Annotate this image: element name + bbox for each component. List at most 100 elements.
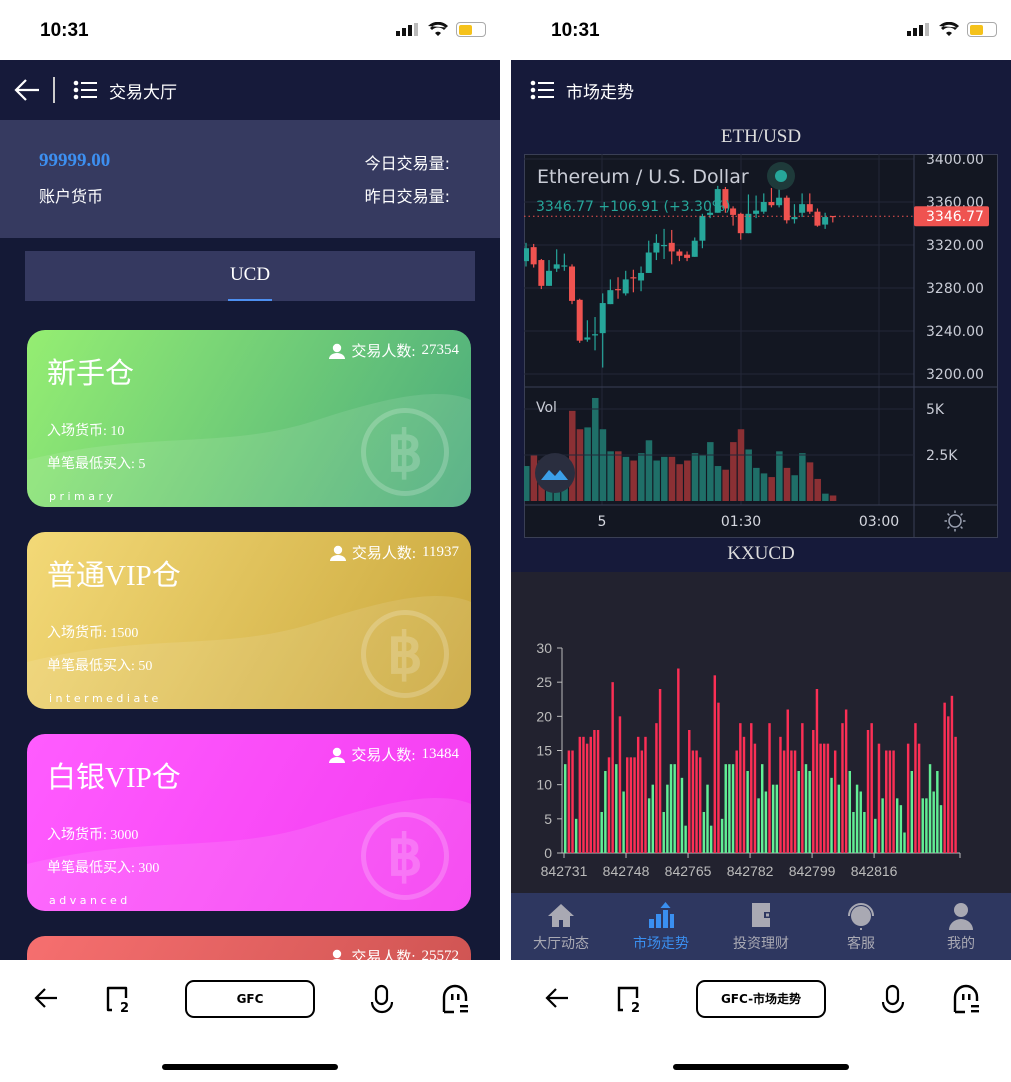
card-level: advanced (49, 894, 131, 907)
volume-bar (830, 777, 833, 853)
volume-bar (600, 812, 603, 853)
volume-bar (790, 750, 793, 853)
tab-headset[interactable]: 客服 (811, 893, 911, 960)
volume-bar (881, 798, 884, 853)
room-card[interactable]: 白银VIP仓 交易人数: 13484 入场货币: 3000 单笔最低买入: 300… (27, 734, 471, 911)
min-buy: 单笔最低买入: 300 (47, 861, 160, 876)
y-tick-label: 3280.00 (926, 281, 984, 297)
y-tick-label: 5 (544, 811, 552, 827)
candle-body (561, 265, 568, 267)
volume-bar (917, 743, 921, 853)
volume-bar (761, 764, 764, 853)
volume-bar (724, 764, 727, 853)
wave-decoration (27, 596, 471, 709)
back-icon[interactable] (33, 986, 59, 1010)
volume-bar (863, 812, 866, 853)
volume-bar (815, 689, 819, 853)
last-price-value: 3346.77 (926, 209, 984, 225)
volume-bar (750, 723, 753, 853)
volume-bar (714, 466, 722, 501)
x-tick-label: 842816 (851, 863, 898, 879)
address-pill[interactable]: GFC (185, 980, 315, 1018)
tab-home[interactable]: 大厅动态 (511, 893, 611, 960)
volume-bar (768, 723, 771, 853)
tab-wallet[interactable]: 投资理财 (711, 893, 811, 960)
volume-bar (735, 750, 738, 853)
tab-ucd[interactable]: UCD (25, 251, 475, 301)
y-tick-label: 0 (544, 845, 552, 861)
volume-bar (892, 750, 895, 853)
assistant-icon[interactable] (951, 984, 981, 1014)
card-title: 新手仓 (47, 358, 135, 390)
volume-bar (638, 453, 645, 501)
volume-bar (742, 736, 746, 853)
chart-logo-icon[interactable] (535, 453, 575, 493)
volume-bar (699, 455, 706, 501)
tabs-icon[interactable]: 2 (104, 984, 132, 1014)
assistant-icon[interactable] (440, 984, 470, 1014)
menu-list-icon[interactable] (73, 80, 97, 100)
user-icon (332, 949, 343, 960)
volume-bar (786, 709, 789, 853)
volume-bar (812, 730, 815, 853)
volume-bar (651, 784, 655, 853)
y-tick-label: 3400.00 (926, 154, 984, 168)
room-card[interactable]: 交易人数: 25572 (27, 936, 471, 960)
candle-body (806, 204, 813, 212)
bitcoin-icon: ฿ (361, 812, 449, 900)
svg-text:2: 2 (120, 1001, 129, 1014)
symbol-title: Ethereum / U.S. Dollar (537, 166, 749, 188)
volume-bar (841, 723, 844, 853)
candle-body (653, 242, 660, 253)
account-balance-label: 账户货币 (39, 187, 104, 206)
volume-bar (691, 750, 695, 853)
tab-bar-chart[interactable]: 市场走势 (611, 893, 711, 960)
back-arrow-icon[interactable] (13, 78, 41, 102)
volume-bar (914, 723, 917, 853)
candle-body (707, 212, 714, 215)
status-time: 10:31 (40, 20, 89, 41)
eth-candlestick-chart[interactable]: 3400.003360.003320.003280.003240.003200.… (524, 154, 998, 538)
room-card[interactable]: 普通VIP仓 交易人数: 11937 入场货币: 1500 单笔最低买入: 50 … (27, 532, 471, 709)
y-tick-label: 25 (536, 674, 552, 690)
volume-bar (899, 805, 903, 853)
microphone-icon[interactable] (370, 984, 394, 1014)
x-tick-label: 842765 (665, 863, 712, 879)
trader-count-value: 27354 (421, 342, 460, 358)
candle-body (553, 264, 560, 269)
x-tick-label: 842799 (789, 863, 836, 879)
volume-bar (717, 702, 720, 853)
candle-body (599, 303, 606, 334)
volume-bar (760, 473, 768, 501)
volume-bar (753, 743, 757, 853)
market-content: ETH/USD 3400.00 3360.00 3320.00 3280.00 3240… (511, 120, 1011, 960)
y-tick-label: 3200.00 (926, 367, 984, 383)
yesterday-volume-label: 昨日交易量: (364, 187, 450, 206)
right-screen: 10:31 市场走势 ETH/USD 3400.00 3360.00 3320.00… (511, 0, 1011, 1082)
room-card[interactable]: 新手仓 交易人数: 27354 入场货币: 10 单笔最低买入: 5 primar… (27, 330, 471, 507)
tabs-icon[interactable]: 2 (615, 984, 643, 1014)
volume-bar (582, 736, 585, 853)
volume-bar (636, 736, 640, 853)
y-tick-label: 3240.00 (926, 324, 984, 340)
volume-bar (728, 764, 731, 853)
settings-sun-icon[interactable] (944, 510, 966, 532)
volume-bar (852, 812, 855, 853)
volume-bar (676, 464, 683, 501)
volume-bar (722, 469, 729, 501)
volume-bar (833, 750, 837, 853)
candle-body (814, 211, 821, 226)
back-icon[interactable] (544, 986, 570, 1010)
tab-user[interactable]: 我的 (911, 893, 1011, 960)
wifi-icon (939, 22, 959, 36)
candle-body (622, 279, 629, 294)
user-icon (329, 747, 346, 763)
menu-list-icon[interactable] (530, 80, 554, 100)
microphone-icon[interactable] (881, 984, 905, 1014)
volume-bar (745, 449, 752, 501)
address-pill[interactable]: GFC-市场走势 (696, 980, 826, 1018)
eth-chart-title: ETH/USD (720, 126, 802, 147)
volume-bar (814, 478, 821, 501)
volume-bar (644, 736, 647, 853)
candle-body (730, 208, 737, 215)
